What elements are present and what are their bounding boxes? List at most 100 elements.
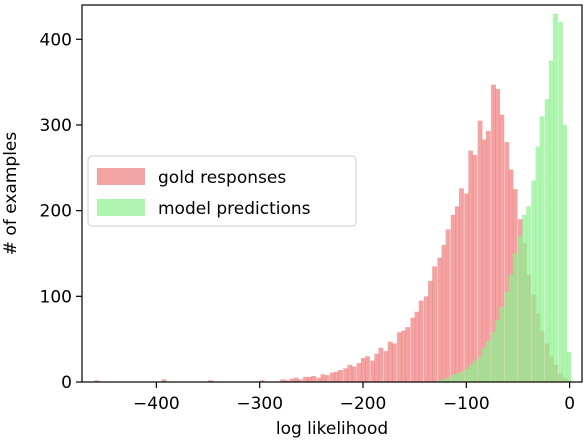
bar-model-predictions bbox=[517, 236, 523, 382]
bar-gold-responses bbox=[338, 370, 344, 382]
bar-gold-responses bbox=[481, 139, 487, 382]
x-tick-label: −400 bbox=[133, 394, 180, 414]
bar-gold-responses bbox=[259, 380, 265, 382]
bar-model-predictions bbox=[508, 274, 514, 382]
bar-model-predictions bbox=[445, 377, 451, 382]
bar-model-predictions bbox=[491, 332, 496, 382]
bar-gold-responses bbox=[356, 363, 362, 382]
bar-gold-responses bbox=[410, 317, 416, 382]
bar-gold-responses bbox=[280, 379, 286, 382]
bar-gold-responses bbox=[485, 130, 491, 382]
bar-model-predictions bbox=[522, 214, 527, 382]
bar-gold-responses bbox=[365, 356, 370, 382]
legend-swatch-model-predictions bbox=[97, 199, 145, 216]
series-model-predictions bbox=[437, 13, 572, 383]
bar-gold-responses bbox=[307, 376, 313, 382]
bar-gold-responses bbox=[347, 364, 353, 382]
legend-label-model-predictions: model predictions bbox=[158, 199, 311, 219]
legend-swatch-gold-responses bbox=[97, 168, 145, 185]
series-gold-responses bbox=[94, 84, 572, 383]
bar-gold-responses bbox=[303, 376, 308, 382]
bar-gold-responses bbox=[387, 341, 393, 382]
bar-gold-responses bbox=[360, 358, 366, 382]
bar-gold-responses bbox=[293, 377, 299, 382]
bar-model-predictions bbox=[539, 116, 545, 382]
bar-model-predictions bbox=[485, 340, 491, 382]
bar-model-predictions bbox=[535, 146, 541, 383]
bar-gold-responses bbox=[334, 371, 339, 382]
bar-gold-responses bbox=[454, 206, 460, 382]
plot-frame bbox=[81, 4, 583, 383]
bar-gold-responses bbox=[405, 327, 411, 382]
bar-model-predictions bbox=[499, 306, 505, 382]
bar-gold-responses bbox=[459, 188, 464, 382]
bar-model-predictions bbox=[504, 292, 510, 382]
bar-gold-responses bbox=[343, 368, 349, 382]
y-tick-label: 0 bbox=[61, 373, 72, 393]
bar-gold-responses bbox=[351, 366, 357, 382]
bar-gold-responses bbox=[414, 311, 420, 382]
legend: gold responses model predictions bbox=[87, 155, 357, 227]
bar-model-predictions bbox=[531, 180, 537, 382]
y-tick-label: 400 bbox=[40, 30, 72, 50]
bar-gold-responses bbox=[397, 332, 402, 382]
bar-gold-responses bbox=[401, 330, 407, 382]
bar-gold-responses bbox=[491, 84, 496, 383]
bar-model-predictions bbox=[481, 347, 487, 382]
bar-model-predictions bbox=[437, 380, 443, 382]
bar-gold-responses bbox=[468, 150, 474, 382]
bar-gold-responses bbox=[324, 375, 330, 382]
bar-gold-responses bbox=[391, 343, 397, 382]
bar-gold-responses bbox=[378, 347, 384, 382]
bar-model-predictions bbox=[450, 375, 456, 382]
bar-model-predictions bbox=[495, 320, 501, 382]
bar-model-predictions bbox=[468, 364, 474, 382]
x-tick-label: −300 bbox=[236, 394, 283, 414]
bar-model-predictions bbox=[441, 379, 447, 382]
legend-box bbox=[87, 155, 357, 227]
bar-gold-responses bbox=[423, 296, 429, 382]
bar-model-predictions bbox=[459, 371, 464, 382]
bar-gold-responses bbox=[504, 142, 510, 382]
bar-gold-responses bbox=[374, 353, 380, 382]
legend-label-gold-responses: gold responses bbox=[158, 168, 286, 188]
bar-gold-responses bbox=[370, 360, 376, 382]
bar-model-predictions bbox=[472, 360, 478, 382]
bar-gold-responses bbox=[383, 351, 389, 382]
bar-gold-responses bbox=[418, 300, 424, 382]
y-tick-label: 100 bbox=[40, 287, 72, 307]
bar-model-predictions bbox=[566, 352, 572, 382]
bar-model-predictions bbox=[454, 373, 460, 382]
bar-model-predictions bbox=[512, 253, 518, 382]
bar-gold-responses bbox=[445, 229, 451, 382]
bar-gold-responses bbox=[94, 380, 100, 382]
bar-model-predictions bbox=[464, 369, 470, 382]
y-tick-label: 300 bbox=[40, 116, 72, 136]
bar-gold-responses bbox=[472, 154, 478, 382]
bar-model-predictions bbox=[548, 60, 554, 382]
bar-gold-responses bbox=[499, 114, 505, 383]
bar-gold-responses bbox=[441, 244, 447, 382]
x-tick-label: −100 bbox=[443, 394, 490, 414]
bar-gold-responses bbox=[450, 214, 456, 382]
bar-model-predictions bbox=[526, 206, 532, 382]
bar-gold-responses bbox=[495, 88, 501, 382]
bar-model-predictions bbox=[553, 13, 558, 382]
bar-gold-responses bbox=[289, 378, 295, 382]
x-tick-label: 0 bbox=[564, 394, 575, 414]
bar-model-predictions bbox=[477, 356, 483, 382]
bar-gold-responses bbox=[311, 376, 317, 382]
y-axis-title: # of examples bbox=[1, 132, 21, 256]
x-tick-label: −200 bbox=[340, 394, 387, 414]
y-axis: 0 100 200 300 400 bbox=[40, 30, 82, 393]
bar-model-predictions bbox=[562, 124, 568, 382]
bar-model-predictions bbox=[558, 22, 564, 382]
y-tick-label: 200 bbox=[40, 202, 72, 222]
bar-gold-responses bbox=[464, 193, 470, 382]
bar-gold-responses bbox=[477, 120, 483, 383]
x-axis-title: log likelihood bbox=[276, 419, 388, 439]
x-axis: −400 −300 −200 −100 0 bbox=[133, 382, 575, 414]
bar-gold-responses bbox=[284, 380, 290, 382]
bar-gold-responses bbox=[432, 266, 438, 382]
